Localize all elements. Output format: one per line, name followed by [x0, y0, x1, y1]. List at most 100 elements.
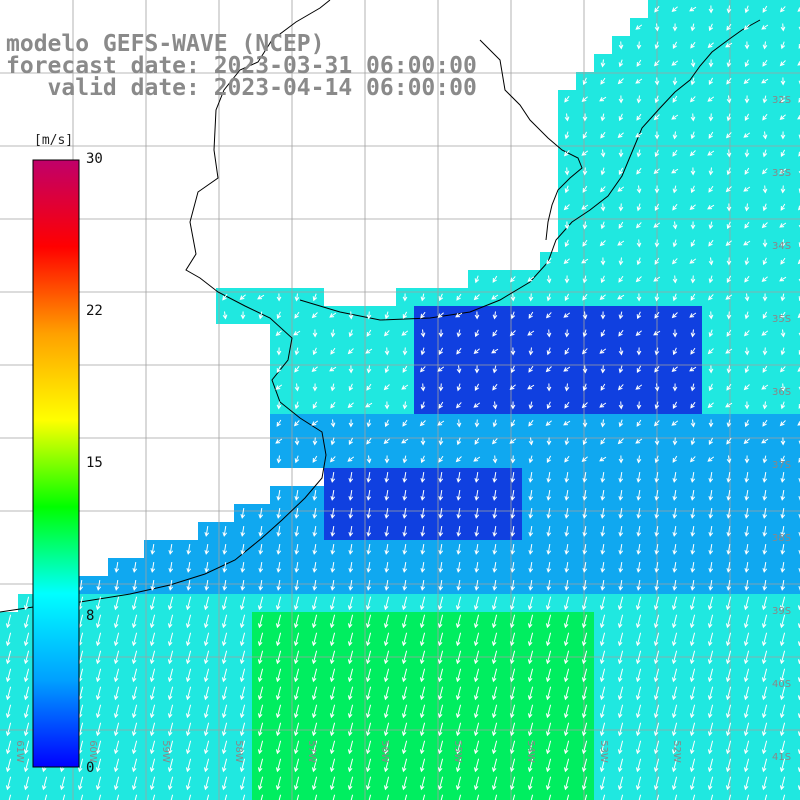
wind-arrow [743, 632, 750, 647]
wind-arrow [725, 596, 732, 611]
wind-arrow [294, 293, 300, 302]
wind-arrow [278, 794, 282, 800]
wind-arrow [690, 437, 696, 446]
wind-arrow [314, 794, 318, 800]
wind-arrow [528, 490, 534, 501]
wind-arrow [780, 562, 786, 573]
wind-arrow [438, 490, 444, 501]
wind-arrow [348, 365, 354, 374]
wind-arrow [401, 596, 408, 611]
wind-arrow [365, 348, 373, 354]
wind-arrow [167, 776, 174, 791]
wind-arrow [185, 650, 192, 665]
wind-arrow [384, 490, 390, 501]
wind-arrow [456, 347, 462, 355]
wind-arrow [401, 632, 408, 647]
wind-arrow [798, 550, 800, 555]
wind-arrow [690, 275, 696, 284]
wind-arrow [527, 758, 534, 773]
wind-arrow [329, 722, 336, 737]
wind-arrow [671, 614, 678, 629]
wind-arrow [600, 257, 606, 266]
wind-arrow [222, 293, 228, 301]
wind-arrow [636, 472, 642, 483]
wind-arrow [347, 348, 354, 355]
wind-arrow [23, 740, 30, 755]
wind-arrow [780, 383, 786, 392]
wind-arrow [383, 686, 390, 701]
wind-arrow [383, 758, 390, 773]
wind-arrow [95, 722, 102, 737]
wind-arrow [744, 59, 750, 68]
wind-arrow [168, 580, 174, 591]
wind-arrow [744, 526, 750, 537]
wind-arrow [636, 257, 642, 266]
wind-arrow [636, 239, 642, 248]
wind-arrow [689, 596, 696, 611]
wind-arrow [438, 455, 444, 463]
wind-arrow [780, 455, 786, 464]
wind-arrow [185, 740, 192, 755]
wind-arrow [546, 455, 552, 464]
wind-arrow [654, 293, 660, 302]
wind-arrow [312, 437, 318, 446]
wind-cell [792, 576, 800, 594]
wind-cell [792, 72, 800, 90]
wind-arrow [797, 313, 800, 318]
wind-arrow [726, 580, 732, 591]
wind-arrow [348, 526, 354, 537]
wind-arrow [203, 704, 210, 719]
wind-arrow [600, 275, 606, 284]
wind-arrow [509, 650, 516, 665]
wind-arrow [23, 614, 30, 629]
wind-arrow [779, 420, 786, 427]
wind-arrow [330, 383, 336, 392]
wind-arrow [420, 401, 426, 410]
wind-arrow [563, 758, 570, 773]
wind-arrow [671, 668, 678, 683]
wind-arrow [401, 776, 408, 791]
wind-arrow [242, 794, 246, 800]
lat-label: 32S [772, 95, 792, 106]
wind-arrow [654, 311, 660, 319]
wind-arrow [404, 794, 408, 800]
wind-arrow [672, 526, 678, 537]
wind-arrow [257, 294, 265, 300]
wind-arrow [276, 490, 282, 501]
wind-arrow [636, 185, 642, 194]
wind-arrow [636, 113, 642, 121]
wind-arrow [95, 740, 102, 755]
wind-arrow [582, 275, 588, 284]
wind-arrow [440, 794, 444, 800]
wind-arrow [654, 383, 660, 392]
wind-arrow [257, 650, 264, 665]
wind-arrow [509, 740, 516, 755]
wind-arrow [366, 383, 372, 391]
wind-arrow [761, 222, 768, 229]
wind-arrow [672, 258, 678, 265]
wind-arrow [473, 704, 480, 719]
wind-arrow [509, 758, 516, 773]
wind-arrow [726, 257, 732, 266]
wind-arrow [726, 132, 732, 139]
wind-cell [792, 792, 800, 800]
wind-arrow [275, 776, 282, 791]
wind-arrow [564, 131, 570, 140]
wind-arrow [764, 794, 768, 800]
wind-arrow [689, 686, 696, 701]
wind-arrow [258, 508, 264, 519]
wind-arrow [384, 347, 390, 356]
wind-arrow [653, 114, 660, 121]
wind-arrow [708, 59, 714, 68]
wind-arrow [239, 596, 246, 611]
wind-arrow [636, 203, 642, 212]
wind-arrow [149, 740, 156, 755]
wind-arrow [546, 562, 552, 573]
wind-arrow [581, 456, 588, 462]
wind-arrow [491, 650, 498, 665]
wind-cell [252, 792, 270, 800]
wind-arrow [276, 419, 282, 427]
wind-arrow [582, 239, 588, 247]
wind-arrow [546, 257, 552, 265]
wind-arrow [528, 508, 534, 519]
